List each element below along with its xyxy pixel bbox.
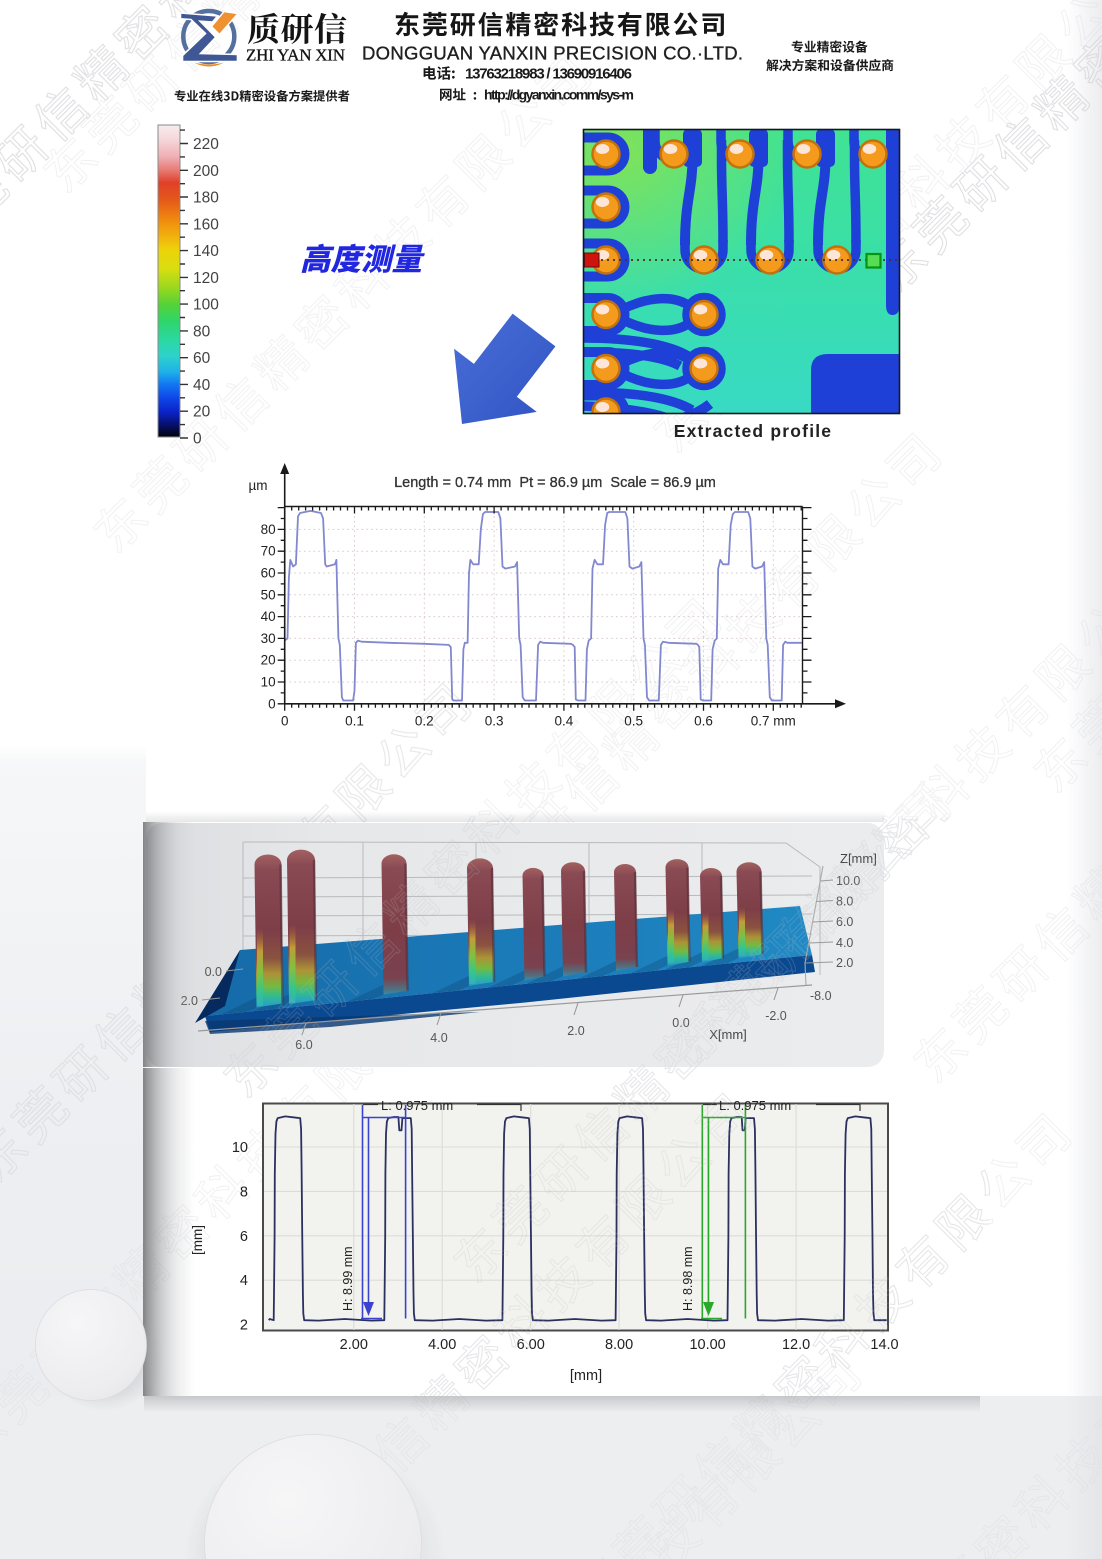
svg-text:200: 200 [193,163,219,180]
svg-text:0: 0 [268,696,276,711]
svg-text:4: 4 [240,1273,248,1289]
svg-text:[mm]: [mm] [190,1225,205,1255]
svg-text:2.00: 2.00 [340,1337,368,1353]
svg-text:0.0: 0.0 [205,965,222,979]
svg-text:0.2: 0.2 [415,714,434,729]
svg-text:0.3: 0.3 [485,714,504,729]
svg-text:4.0: 4.0 [430,1031,447,1045]
svg-text:0.7 mm: 0.7 mm [751,714,796,729]
svg-text:L: 0.975 mm: L: 0.975 mm [719,1098,791,1113]
svg-text:180: 180 [193,190,219,207]
svg-text:8: 8 [240,1184,248,1200]
svg-text:40: 40 [193,377,211,394]
svg-text:80: 80 [193,323,211,340]
svg-text:10: 10 [261,675,276,690]
svg-text:Length = 0.74 mm Pt = 86.9 µm: Length = 0.74 mm Pt = 86.9 µm Scale = 86… [394,475,716,491]
svg-text:DONGGUAN YANXIN PRECISION CO.·: DONGGUAN YANXIN PRECISION CO.·LTD. [362,43,744,64]
svg-text:µm: µm [248,478,267,493]
svg-text:0.4: 0.4 [555,714,574,729]
svg-text:10: 10 [232,1140,248,1156]
svg-text:140: 140 [193,243,219,260]
svg-text:20: 20 [193,404,211,421]
svg-text:H: 8.99 mm: H: 8.99 mm [341,1246,355,1311]
svg-text:2.0: 2.0 [836,956,853,970]
svg-text:-2.0: -2.0 [765,1009,787,1023]
svg-text:0.6: 0.6 [694,714,713,729]
svg-text:220: 220 [193,136,219,153]
svg-text:-8.0: -8.0 [810,989,832,1003]
svg-text:40: 40 [261,609,276,624]
svg-text:H: 8.98 mm: H: 8.98 mm [681,1246,695,1311]
svg-text:30: 30 [261,631,276,646]
svg-text:50: 50 [261,587,276,602]
svg-text:0.1: 0.1 [345,714,364,729]
svg-text:120: 120 [193,270,219,287]
svg-text:6.0: 6.0 [295,1038,312,1052]
svg-text:Extracted profile: Extracted profile [674,421,833,441]
svg-text:13763218983 / 13690916406: 13763218983 / 13690916406 [465,66,632,83]
svg-text:6.00: 6.00 [517,1337,545,1353]
svg-text:20: 20 [261,653,276,668]
svg-text:70: 70 [261,544,276,559]
svg-text:6: 6 [240,1229,248,1245]
svg-text:8.00: 8.00 [605,1337,633,1353]
svg-text:80: 80 [261,522,276,537]
svg-text:14.0: 14.0 [870,1337,898,1353]
svg-text:[mm]: [mm] [570,1368,602,1384]
svg-text:10.00: 10.00 [689,1337,725,1353]
svg-text:4.00: 4.00 [428,1337,456,1353]
svg-text:60: 60 [261,566,276,581]
svg-text:0.5: 0.5 [624,714,643,729]
svg-text:12.0: 12.0 [782,1337,810,1353]
svg-text:100: 100 [193,297,219,314]
svg-text:160: 160 [193,216,219,233]
svg-text:2: 2 [240,1318,248,1334]
svg-text:0: 0 [281,714,289,729]
svg-text:0: 0 [193,431,202,448]
svg-text:2.0: 2.0 [567,1024,584,1038]
svg-text:http://dgyanxin.comm/sys-m: http://dgyanxin.comm/sys-m [484,87,634,103]
svg-text:4.0: 4.0 [836,936,853,950]
svg-text:ZHI YAN XIN: ZHI YAN XIN [246,46,345,65]
svg-text:60: 60 [193,350,211,367]
svg-text:L: 0.975 mm: L: 0.975 mm [381,1098,453,1113]
